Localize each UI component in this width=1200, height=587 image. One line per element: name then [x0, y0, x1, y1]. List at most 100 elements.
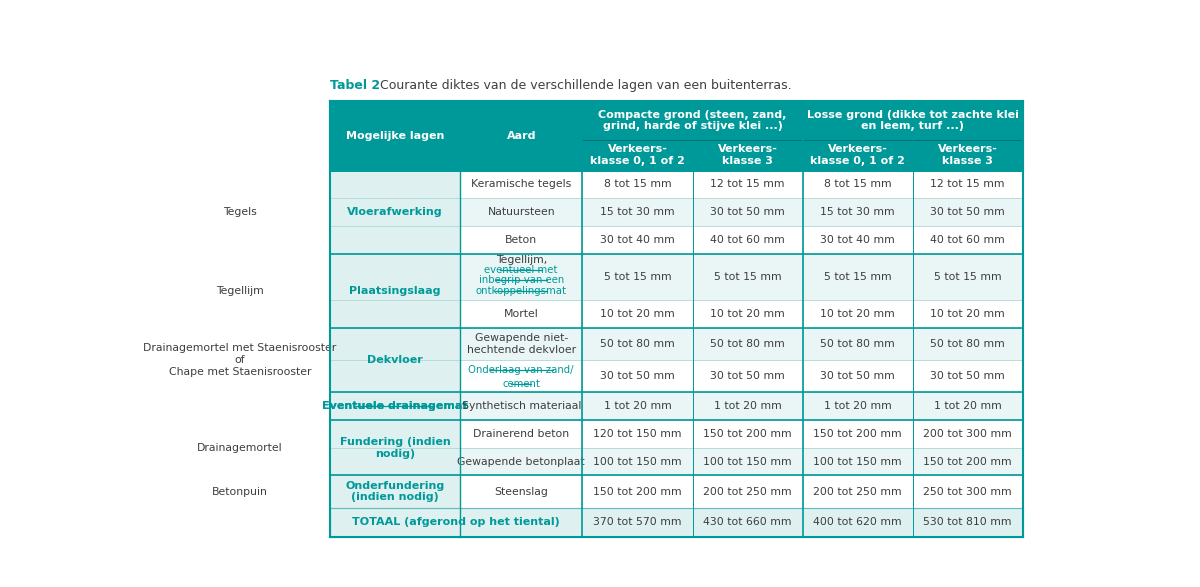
Text: Tabel 2: Tabel 2 — [330, 79, 380, 92]
Text: 1 tot 20 mm: 1 tot 20 mm — [714, 401, 781, 411]
Text: 200 tot 250 mm: 200 tot 250 mm — [703, 487, 792, 497]
Text: Mogelijke lagen: Mogelijke lagen — [346, 131, 444, 141]
Bar — [803, 328, 912, 360]
Bar — [460, 254, 582, 300]
Text: 1 tot 20 mm: 1 tot 20 mm — [823, 401, 892, 411]
Text: 50 tot 80 mm: 50 tot 80 mm — [710, 339, 785, 349]
Text: 1 tot 20 mm: 1 tot 20 mm — [934, 401, 1002, 411]
Text: Fundering (indien
nodig): Fundering (indien nodig) — [340, 437, 450, 458]
Bar — [913, 198, 1022, 226]
Bar — [913, 328, 1022, 360]
Text: 30 tot 50 mm: 30 tot 50 mm — [600, 371, 674, 381]
Text: 8 tot 15 mm: 8 tot 15 mm — [823, 180, 892, 190]
Bar — [330, 420, 460, 448]
Bar — [460, 198, 582, 226]
Text: 150 tot 200 mm: 150 tot 200 mm — [923, 457, 1012, 467]
Bar — [803, 226, 912, 254]
Text: Betonpuin: Betonpuin — [212, 487, 268, 497]
Text: Tegellijm,: Tegellijm, — [496, 255, 547, 265]
Bar — [913, 300, 1022, 328]
Bar — [692, 360, 803, 392]
Bar — [330, 300, 460, 328]
Bar — [460, 448, 582, 475]
Text: Courante diktes van de verschillende lagen van een buitenterras.: Courante diktes van de verschillende lag… — [377, 79, 792, 92]
Text: 400 tot 620 mm: 400 tot 620 mm — [814, 517, 902, 528]
Bar — [913, 448, 1022, 475]
Bar — [582, 300, 692, 328]
Bar — [692, 392, 803, 420]
Text: Tegels: Tegels — [223, 207, 257, 217]
Text: 370 tot 570 mm: 370 tot 570 mm — [593, 517, 682, 528]
Bar — [913, 475, 1022, 508]
Bar — [692, 198, 803, 226]
Bar — [330, 101, 460, 171]
Text: 10 tot 20 mm: 10 tot 20 mm — [710, 309, 785, 319]
Text: 200 tot 250 mm: 200 tot 250 mm — [814, 487, 902, 497]
Text: 150 tot 200 mm: 150 tot 200 mm — [814, 429, 902, 439]
Bar — [460, 475, 582, 508]
Text: Compacte grond (steen, zand,
grind, harde of stijve klei ...): Compacte grond (steen, zand, grind, hard… — [599, 110, 787, 131]
Bar — [460, 226, 582, 254]
Bar — [582, 226, 692, 254]
Bar — [582, 101, 803, 140]
Text: 1 tot 20 mm: 1 tot 20 mm — [604, 401, 671, 411]
Bar — [330, 171, 460, 198]
Bar — [692, 140, 803, 171]
Bar — [692, 420, 803, 448]
Bar — [803, 475, 912, 508]
Text: 30 tot 50 mm: 30 tot 50 mm — [710, 371, 785, 381]
Text: Eventuele drainagemat: Eventuele drainagemat — [322, 401, 468, 411]
Text: Natuursteen: Natuursteen — [487, 207, 556, 217]
Bar — [582, 448, 692, 475]
Bar — [692, 328, 803, 360]
Bar — [330, 328, 460, 360]
Text: Tegellijm: Tegellijm — [216, 286, 264, 296]
Text: Aard: Aard — [506, 131, 536, 141]
Bar — [330, 226, 460, 254]
Text: 200 tot 300 mm: 200 tot 300 mm — [923, 429, 1012, 439]
Text: 530 tot 810 mm: 530 tot 810 mm — [923, 517, 1012, 528]
Text: Drainerend beton: Drainerend beton — [473, 429, 569, 439]
Text: 8 tot 15 mm: 8 tot 15 mm — [604, 180, 671, 190]
Text: 10 tot 20 mm: 10 tot 20 mm — [930, 309, 1006, 319]
Bar — [692, 171, 803, 198]
Text: 12 tot 15 mm: 12 tot 15 mm — [930, 180, 1004, 190]
Bar — [460, 171, 582, 198]
Bar — [582, 171, 692, 198]
Bar — [803, 300, 912, 328]
Text: Synthetisch materiaal: Synthetisch materiaal — [462, 401, 581, 411]
Bar — [330, 508, 1022, 537]
Text: ontkoppelingsmat: ontkoppelingsmat — [475, 286, 566, 296]
Text: Gewapende niet-
hechtende dekvloer: Gewapende niet- hechtende dekvloer — [467, 333, 576, 355]
Text: 15 tot 30 mm: 15 tot 30 mm — [821, 207, 895, 217]
Text: 40 tot 60 mm: 40 tot 60 mm — [930, 235, 1006, 245]
Text: Vloerafwerking: Vloerafwerking — [347, 207, 443, 217]
Text: Mortel: Mortel — [504, 309, 539, 319]
Bar — [913, 226, 1022, 254]
Text: 30 tot 50 mm: 30 tot 50 mm — [930, 371, 1006, 381]
Text: Verkeers-
klasse 3: Verkeers- klasse 3 — [718, 144, 778, 166]
Text: 30 tot 40 mm: 30 tot 40 mm — [821, 235, 895, 245]
Text: Verkeers-
klasse 3: Verkeers- klasse 3 — [937, 144, 997, 166]
Bar — [913, 254, 1022, 300]
Bar — [330, 448, 460, 475]
Text: 150 tot 200 mm: 150 tot 200 mm — [703, 429, 792, 439]
Text: Plaatsingslaag: Plaatsingslaag — [349, 286, 440, 296]
Bar — [330, 392, 460, 420]
Bar — [460, 420, 582, 448]
Text: 50 tot 80 mm: 50 tot 80 mm — [600, 339, 674, 349]
Bar — [582, 392, 692, 420]
Bar — [803, 254, 912, 300]
Bar — [460, 392, 582, 420]
Text: Gewapende betonplaat: Gewapende betonplaat — [457, 457, 586, 467]
Bar — [692, 475, 803, 508]
Bar — [330, 360, 460, 392]
Text: Verkeers-
klasse 0, 1 of 2: Verkeers- klasse 0, 1 of 2 — [590, 144, 685, 166]
Text: 30 tot 40 mm: 30 tot 40 mm — [600, 235, 674, 245]
Bar — [692, 254, 803, 300]
Bar — [913, 171, 1022, 198]
Text: 250 tot 300 mm: 250 tot 300 mm — [923, 487, 1012, 497]
Bar — [692, 300, 803, 328]
Text: 100 tot 150 mm: 100 tot 150 mm — [703, 457, 792, 467]
Bar — [803, 420, 912, 448]
